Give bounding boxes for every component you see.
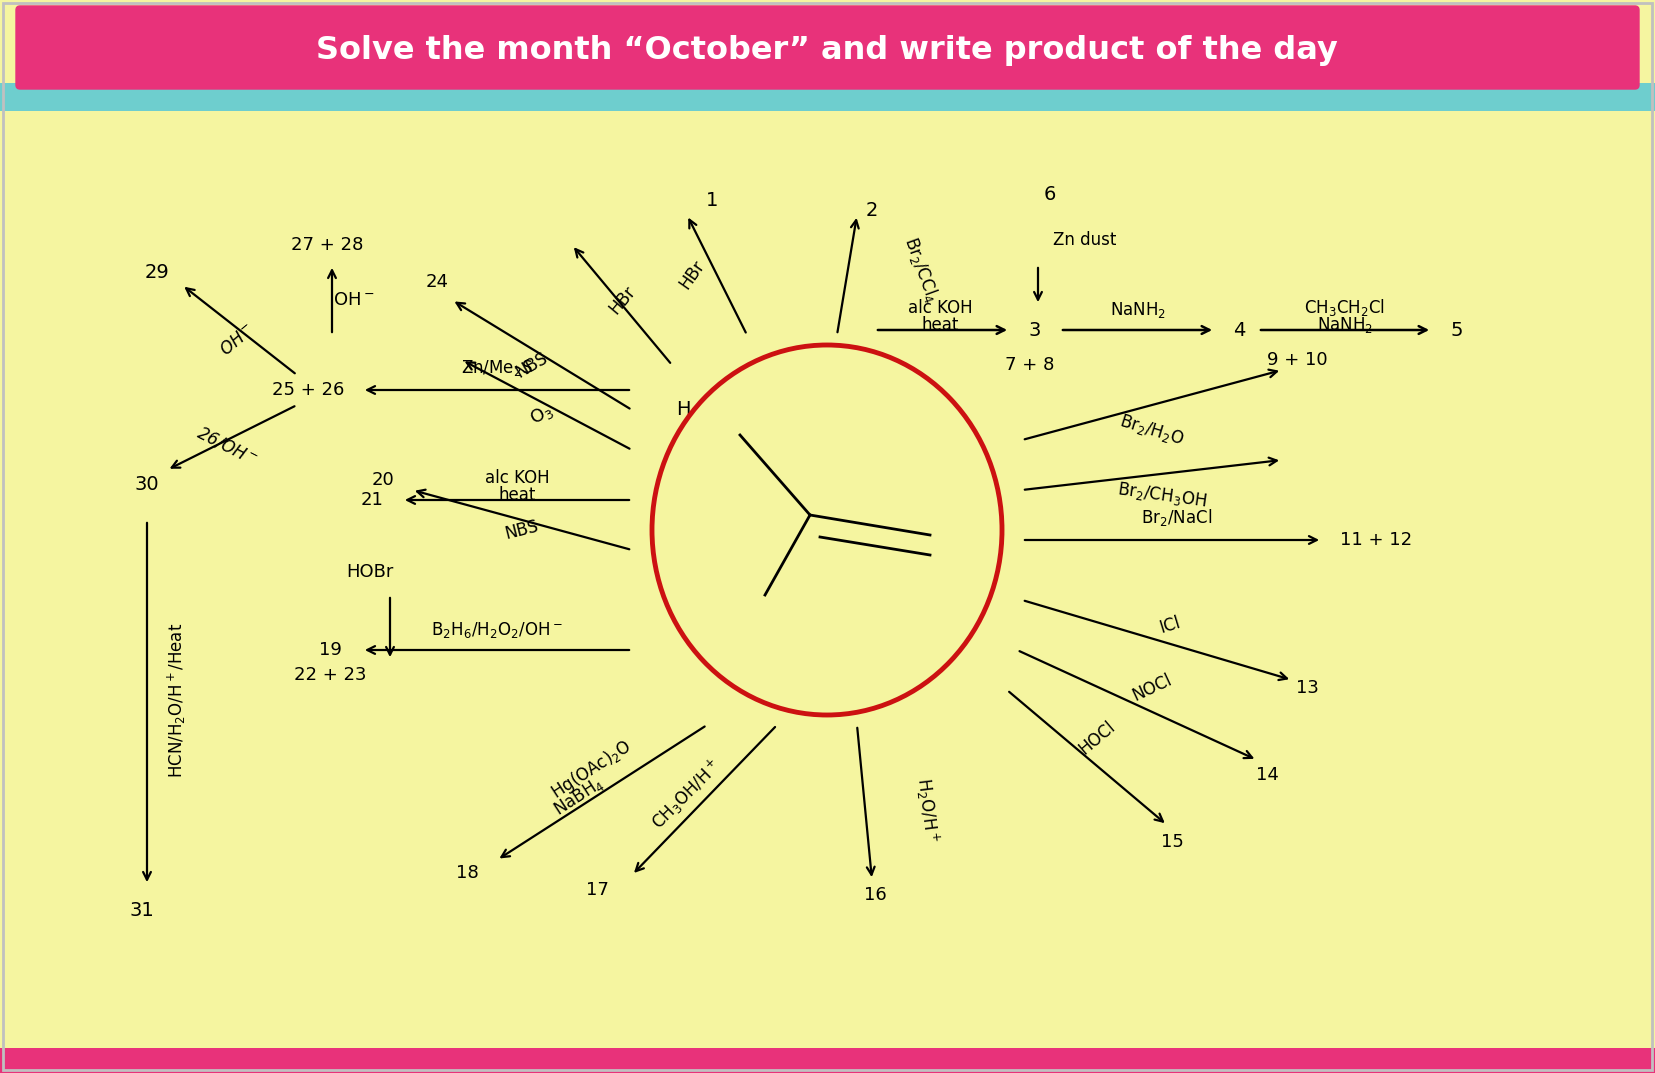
Text: HBr: HBr [606,282,639,318]
Text: $\mathregular{H_2O/H^+}$: $\mathregular{H_2O/H^+}$ [912,777,942,843]
Text: alc KOH: alc KOH [907,299,973,317]
Text: 3: 3 [1028,321,1041,339]
Text: HBr: HBr [675,258,708,293]
Text: 15: 15 [1160,833,1183,851]
Text: $\mathregular{26/OH^-}$: $\mathregular{26/OH^-}$ [194,423,260,469]
Text: Solve the month “October” and write product of the day: Solve the month “October” and write prod… [316,34,1337,65]
Text: 9 + 10: 9 + 10 [1266,351,1327,369]
Text: NOCl: NOCl [1129,671,1175,705]
Text: $\mathregular{Hg(OAc)_2O}$: $\mathregular{Hg(OAc)_2O}$ [548,736,637,805]
Ellipse shape [652,346,1001,715]
Text: HOBr: HOBr [346,563,394,580]
Text: Zn dust: Zn dust [1053,231,1117,249]
Text: 2: 2 [866,201,879,220]
Text: $\mathregular{H_3C}$: $\mathregular{H_3C}$ [695,604,735,626]
Text: $\mathregular{Zn/Me_2S}$: $\mathregular{Zn/Me_2S}$ [462,358,533,378]
Text: 7 + 8: 7 + 8 [1005,356,1054,374]
Text: NBS: NBS [513,349,551,381]
Text: 4: 4 [1233,321,1245,339]
Text: 29: 29 [144,263,169,281]
Text: $\mathregular{CH_2}$: $\mathregular{CH_2}$ [957,555,995,575]
Text: 22 + 23: 22 + 23 [293,666,366,684]
Text: HOCl: HOCl [1076,718,1119,759]
Text: 20: 20 [371,471,394,489]
Text: 31: 31 [129,900,154,920]
Text: 1: 1 [705,191,718,209]
Text: 19: 19 [319,641,343,659]
Text: $\mathregular{NaNH_2}$: $\mathregular{NaNH_2}$ [1317,315,1374,335]
Text: $\mathregular{Br_2/CCl_4}$: $\mathregular{Br_2/CCl_4}$ [900,234,943,306]
Text: $\mathregular{CH_3OH/H^+}$: $\mathregular{CH_3OH/H^+}$ [647,755,727,835]
Text: $\mathregular{H_3C}$: $\mathregular{H_3C}$ [675,399,715,421]
Text: 24: 24 [425,273,449,291]
Text: $\mathregular{Br_2/H_2O}$: $\mathregular{Br_2/H_2O}$ [1117,411,1187,450]
Text: 27 + 28: 27 + 28 [291,236,362,254]
Text: $\mathregular{B_2H_6/H_2O_2/OH^-}$: $\mathregular{B_2H_6/H_2O_2/OH^-}$ [432,620,563,640]
Text: $\mathregular{Br_2/CH_3OH}$: $\mathregular{Br_2/CH_3OH}$ [1115,479,1208,511]
Text: ICl: ICl [1157,614,1183,636]
Text: 25 + 26: 25 + 26 [271,381,344,399]
Text: 30: 30 [134,475,159,495]
Text: 14: 14 [1256,766,1278,784]
Text: $\mathregular{Br_2/NaCl}$: $\mathregular{Br_2/NaCl}$ [1142,508,1213,529]
Text: 17: 17 [586,881,609,899]
Text: 6: 6 [1044,186,1056,205]
Text: 18: 18 [455,864,478,882]
Text: $\mathregular{NaBH_4}$: $\mathregular{NaBH_4}$ [551,774,607,821]
Text: alc KOH: alc KOH [485,469,549,487]
Text: $\mathregular{OH^-}$: $\mathregular{OH^-}$ [333,291,374,309]
Text: $\mathregular{NaNH_2}$: $\mathregular{NaNH_2}$ [1111,300,1167,320]
FancyBboxPatch shape [17,6,1638,89]
Text: $\mathregular{OH^-}$: $\mathregular{OH^-}$ [217,321,258,359]
Text: $\mathregular{HCN/H_2O/H^+/Heat}$: $\mathregular{HCN/H_2O/H^+/Heat}$ [166,622,189,778]
Text: $\mathregular{CH_3CH_2Cl}$: $\mathregular{CH_3CH_2Cl}$ [1304,297,1385,319]
Bar [0,1048,1655,1073]
Text: NBS: NBS [503,517,541,543]
Text: heat: heat [498,486,536,504]
Text: 21: 21 [361,491,384,509]
Text: heat: heat [922,317,958,334]
Text: 11 + 12: 11 + 12 [1341,531,1412,549]
Text: 5: 5 [1450,321,1463,339]
Text: 13: 13 [1296,679,1319,697]
Text: 16: 16 [864,886,887,903]
Text: $\mathregular{O_3}$: $\mathregular{O_3}$ [526,400,558,429]
Bar [0,83,1655,111]
